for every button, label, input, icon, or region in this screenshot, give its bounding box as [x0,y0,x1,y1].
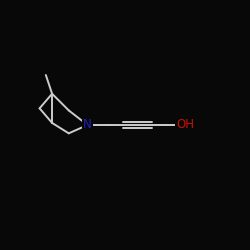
Text: N: N [83,118,92,132]
Text: OH: OH [176,118,194,132]
